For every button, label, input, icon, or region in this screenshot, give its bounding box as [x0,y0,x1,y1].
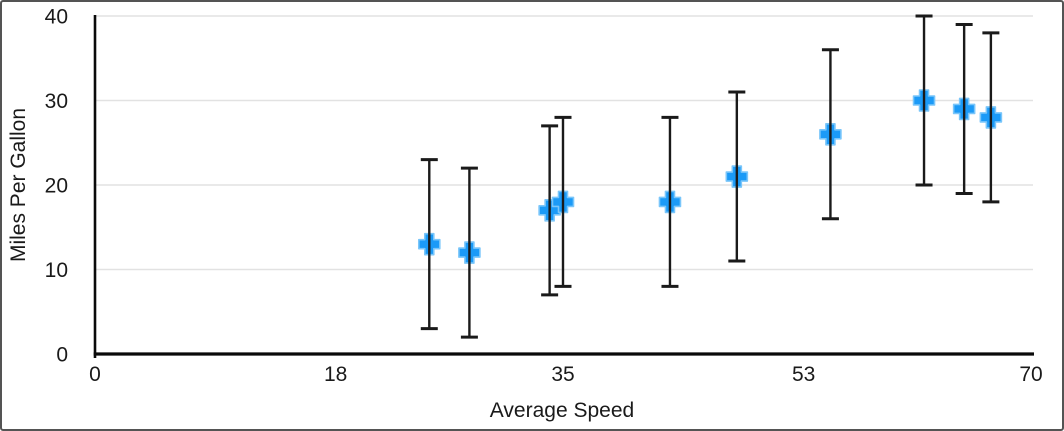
x-axis-title: Average Speed [490,399,634,422]
y-tick-label: 30 [45,90,68,113]
x-tick-label: 18 [324,363,347,386]
y-tick-label: 40 [45,6,68,29]
y-tick-label: 10 [45,259,68,282]
markers-group [417,89,1003,264]
tick-labels-group: 0 10 20 30 40 0 18 35 53 70 [45,6,1043,387]
x-tick-label: 70 [1019,363,1042,386]
y-axis-title: Miles Per Gallon [7,108,30,262]
error-bars-group [420,14,1000,339]
axes-group [93,15,1034,358]
y-tick-label: 20 [45,175,68,198]
y-tick-label: 0 [56,344,68,367]
x-tick-label: 53 [792,363,815,386]
x-tick-label: 35 [551,363,574,386]
x-tick-label: 0 [89,363,101,386]
